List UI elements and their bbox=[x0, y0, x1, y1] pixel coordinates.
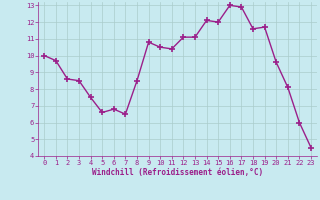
X-axis label: Windchill (Refroidissement éolien,°C): Windchill (Refroidissement éolien,°C) bbox=[92, 168, 263, 177]
